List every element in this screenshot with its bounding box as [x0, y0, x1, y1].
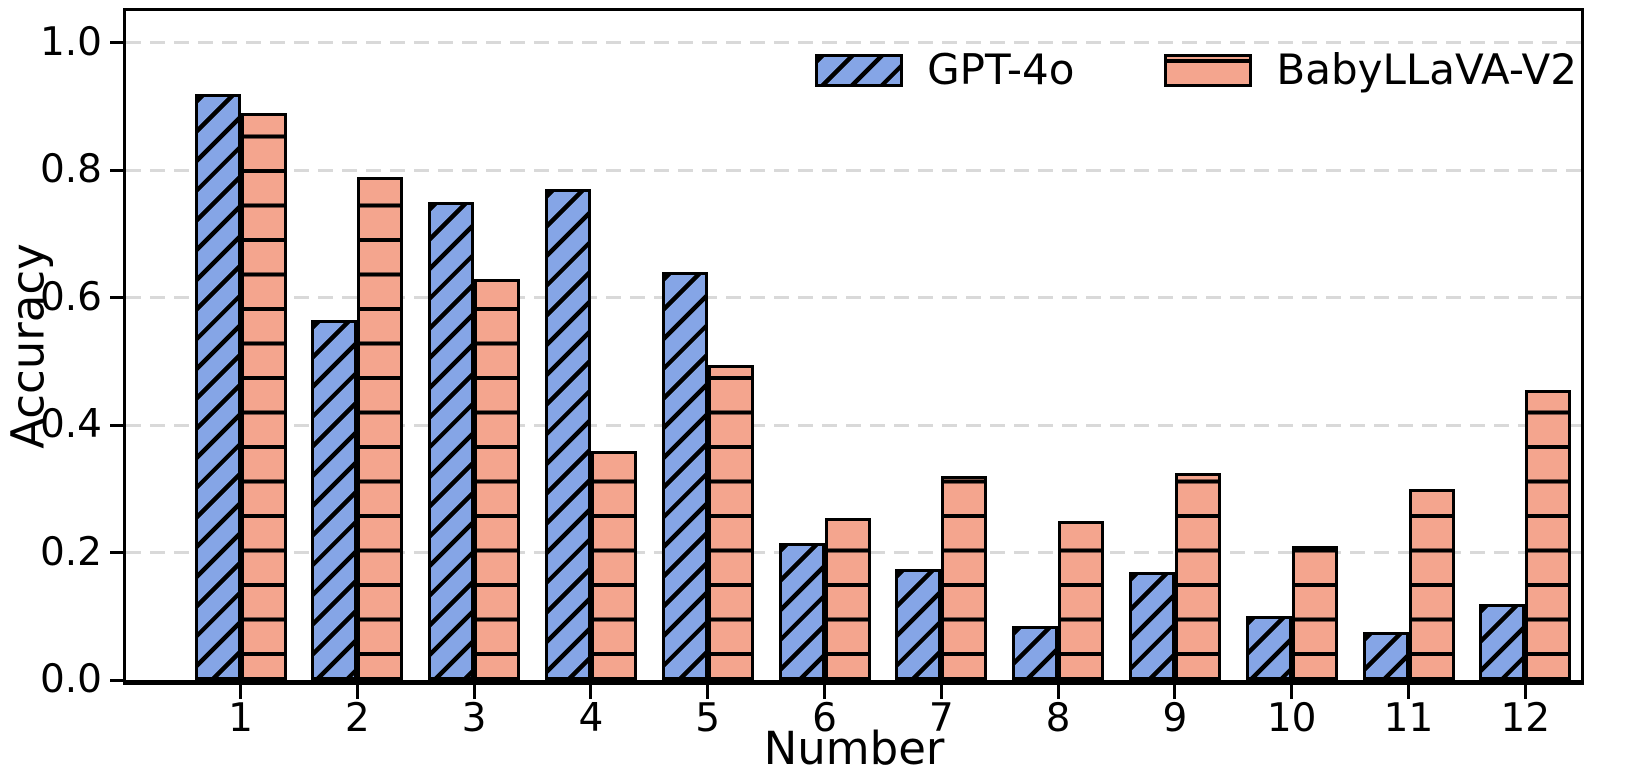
x-tick-mark-11 — [1407, 685, 1410, 699]
x-tick-label-5: 5 — [695, 696, 721, 741]
bar-gpt-4o-7 — [895, 568, 942, 680]
bar-gpt-4o-6 — [778, 543, 825, 680]
y-tick-label-0.6: 0.6 — [39, 274, 102, 320]
x-axis-label: Number — [763, 722, 945, 775]
x-tick-label-6: 6 — [812, 696, 837, 741]
bar-gpt-4o-8 — [1012, 625, 1059, 680]
bar-gpt-4o-11 — [1362, 632, 1409, 680]
legend-label-gpt-4o: GPT-4o — [927, 45, 1075, 94]
bar-gpt-4o-3 — [428, 202, 475, 680]
x-tick-label-3: 3 — [461, 696, 487, 741]
y-tick-label-0.4: 0.4 — [39, 402, 102, 448]
x-tick-label-12: 12 — [1500, 696, 1551, 741]
legend-item-babyllava-v2: BabyLLaVA-V2 — [1164, 49, 1577, 91]
legend-label-babyllava-v2: BabyLLaVA-V2 — [1276, 45, 1577, 94]
bar-gpt-4o-2 — [311, 320, 358, 680]
bar-gpt-4o-5 — [661, 272, 708, 680]
y-tick-mark-0.0 — [110, 678, 123, 682]
gridline-0.8 — [126, 168, 1581, 172]
bar-babyllava-v2-8 — [1058, 520, 1105, 680]
bar-babyllava-v2-10 — [1291, 546, 1338, 680]
y-tick-mark-0.2 — [110, 551, 123, 555]
bar-babyllava-v2-4 — [590, 450, 637, 680]
y-tick-label-1.0: 1.0 — [39, 19, 102, 65]
x-tick-label-8: 8 — [1045, 696, 1071, 741]
gridline-0.6 — [126, 296, 1581, 300]
x-tick-mark-5 — [706, 685, 710, 699]
bar-babyllava-v2-5 — [707, 364, 754, 680]
y-tick-label-0.2: 0.2 — [39, 529, 102, 575]
x-tick-label-1: 1 — [228, 696, 253, 741]
x-tick-mark-2 — [355, 685, 359, 699]
x-tick-label-11: 11 — [1383, 696, 1434, 741]
bar-gpt-4o-1 — [194, 93, 241, 680]
y-tick-mark-0.6 — [110, 296, 123, 300]
legend-item-gpt-4o: GPT-4o — [815, 49, 1074, 91]
y-tick-mark-0.4 — [110, 423, 123, 427]
bar-babyllava-v2-11 — [1408, 488, 1455, 680]
x-tick-mark-10 — [1290, 685, 1294, 699]
bar-babyllava-v2-9 — [1174, 472, 1221, 680]
babyllava-v2-swatch-icon — [1164, 53, 1253, 87]
x-tick-mark-7 — [939, 685, 943, 699]
bar-babyllava-v2-7 — [941, 476, 988, 680]
bar-gpt-4o-4 — [544, 189, 591, 680]
bar-babyllava-v2-6 — [824, 517, 871, 680]
y-tick-mark-1.0 — [110, 41, 123, 45]
y-tick-label-0.8: 0.8 — [39, 147, 102, 193]
x-tick-label-7: 7 — [928, 696, 954, 741]
x-tick-mark-3 — [472, 685, 476, 699]
bar-gpt-4o-12 — [1479, 603, 1526, 680]
y-tick-mark-0.8 — [110, 168, 123, 172]
x-tick-label-2: 2 — [344, 696, 370, 741]
gpt-4o-swatch-icon — [815, 53, 904, 87]
bar-babyllava-v2-3 — [474, 278, 521, 680]
y-tick-label-0.0: 0.0 — [39, 657, 102, 702]
x-tick-mark-6 — [823, 685, 826, 699]
x-tick-mark-9 — [1173, 685, 1177, 699]
x-tick-mark-12 — [1523, 685, 1527, 699]
bar-gpt-4o-9 — [1128, 571, 1175, 680]
bar-babyllava-v2-12 — [1525, 390, 1572, 680]
x-tick-mark-1 — [239, 685, 242, 699]
x-tick-label-4: 4 — [578, 696, 604, 741]
x-tick-label-9: 9 — [1162, 696, 1188, 741]
legend: GPT-4o BabyLLaVA-V2 — [815, 49, 1577, 91]
plot-area: GPT-4o BabyLLaVA-V2 — [123, 8, 1584, 685]
gridline-1.0 — [126, 41, 1581, 45]
plot-inner — [126, 11, 1581, 680]
bar-gpt-4o-10 — [1245, 616, 1292, 680]
x-tick-label-10: 10 — [1266, 696, 1317, 741]
gridline-0.4 — [126, 423, 1581, 427]
x-tick-mark-4 — [589, 685, 593, 699]
x-tick-mark-8 — [1056, 685, 1060, 699]
bar-babyllava-v2-1 — [240, 112, 287, 680]
bar-babyllava-v2-2 — [357, 176, 404, 680]
